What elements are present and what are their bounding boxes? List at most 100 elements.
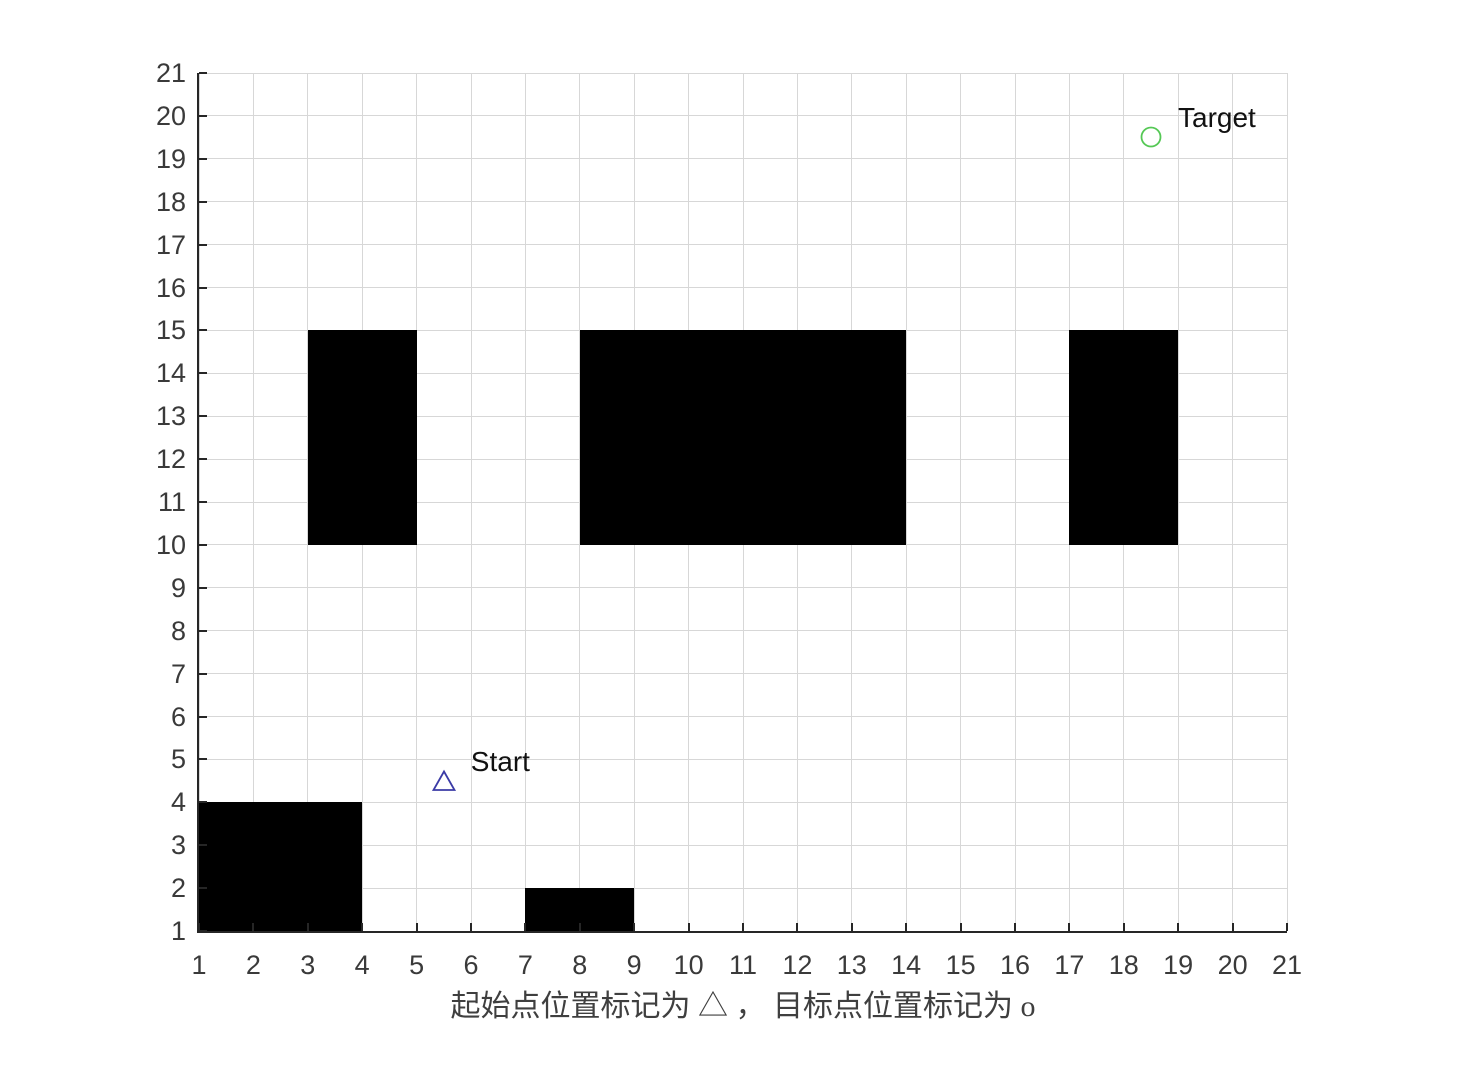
y-tick-mark bbox=[199, 243, 207, 246]
gridline-horizontal bbox=[199, 716, 1287, 717]
target-label: Target bbox=[1178, 102, 1256, 134]
gridline-horizontal bbox=[199, 201, 1287, 203]
start-triangle-icon bbox=[431, 769, 456, 791]
x-tick-mark bbox=[470, 923, 472, 931]
y-tick-mark bbox=[199, 758, 207, 761]
y-tick-label: 2 bbox=[170, 873, 186, 904]
y-tick-label: 4 bbox=[170, 787, 186, 818]
y-tick-mark bbox=[199, 458, 207, 461]
y-tick-mark bbox=[199, 887, 207, 890]
y-tick-mark bbox=[199, 372, 207, 375]
y-axis-line bbox=[197, 73, 199, 933]
x-tick-label: 15 bbox=[945, 950, 976, 980]
x-tick-mark bbox=[742, 923, 744, 931]
y-tick-mark bbox=[199, 629, 207, 632]
x-tick-label: 10 bbox=[673, 950, 704, 980]
start-marker bbox=[431, 768, 457, 794]
y-tick-label: 9 bbox=[170, 572, 186, 603]
x-tick-label: 13 bbox=[836, 950, 867, 980]
y-tick-mark bbox=[199, 715, 207, 718]
y-tick-label: 8 bbox=[170, 615, 186, 646]
y-tick-label: 17 bbox=[155, 229, 186, 260]
y-tick-mark bbox=[199, 543, 207, 546]
x-tick-mark bbox=[252, 923, 255, 931]
x-tick-mark bbox=[959, 923, 962, 931]
y-tick-mark bbox=[199, 672, 207, 675]
x-tick-mark bbox=[1122, 923, 1125, 931]
y-tick-mark bbox=[199, 114, 207, 117]
y-tick-label: 20 bbox=[155, 100, 186, 131]
x-tick-label: 8 bbox=[572, 950, 588, 980]
y-tick-label: 5 bbox=[170, 744, 186, 775]
x-tick-mark bbox=[1177, 923, 1180, 931]
x-tick-mark bbox=[361, 923, 364, 931]
y-tick-mark bbox=[199, 157, 207, 160]
y-tick-label: 7 bbox=[170, 658, 186, 689]
x-tick-label: 18 bbox=[1108, 950, 1139, 980]
x-tick-mark bbox=[633, 923, 636, 931]
x-tick-mark bbox=[1286, 923, 1288, 931]
gridline-horizontal bbox=[199, 673, 1287, 675]
x-tick-mark bbox=[306, 923, 309, 931]
x-tick-label: 20 bbox=[1217, 950, 1248, 980]
x-axis-line bbox=[197, 931, 1287, 933]
y-tick-mark bbox=[199, 930, 207, 932]
y-tick-mark bbox=[199, 200, 207, 203]
x-tick-mark bbox=[796, 923, 799, 931]
y-tick-mark bbox=[199, 286, 207, 289]
y-tick-label: 21 bbox=[155, 58, 186, 88]
gridline-horizontal bbox=[199, 630, 1287, 632]
y-tick-label: 16 bbox=[155, 272, 186, 303]
gridline-horizontal bbox=[199, 758, 1287, 760]
y-tick-label: 3 bbox=[170, 830, 186, 861]
y-tick-mark bbox=[199, 586, 207, 589]
x-tick-mark bbox=[687, 923, 690, 931]
target-circle-icon bbox=[1140, 126, 1162, 148]
x-tick-mark bbox=[905, 923, 908, 931]
y-tick-mark bbox=[199, 329, 207, 332]
gridline-horizontal bbox=[199, 115, 1287, 117]
y-tick-label: 14 bbox=[155, 358, 186, 389]
gridline-vertical bbox=[1286, 73, 1288, 931]
x-tick-mark bbox=[524, 923, 527, 931]
gridline-horizontal bbox=[199, 244, 1287, 246]
caption: 起始点位置标记为 △ ， 目标点位置标记为 o bbox=[450, 990, 1036, 1023]
gridline-horizontal bbox=[199, 158, 1287, 160]
x-tick-mark bbox=[415, 923, 418, 931]
y-tick-label: 6 bbox=[170, 701, 186, 732]
y-tick-label: 13 bbox=[155, 401, 186, 432]
x-tick-label: 17 bbox=[1054, 950, 1085, 980]
x-tick-label: 3 bbox=[300, 950, 316, 980]
obstacle-block bbox=[199, 802, 363, 931]
x-tick-mark bbox=[198, 923, 200, 931]
x-tick-label: 2 bbox=[245, 950, 261, 980]
x-tick-label: 19 bbox=[1163, 950, 1194, 980]
gridline-horizontal bbox=[199, 287, 1287, 288]
obstacle-block bbox=[579, 330, 907, 545]
x-tick-mark bbox=[850, 923, 853, 931]
x-tick-label: 11 bbox=[728, 950, 758, 980]
y-tick-label: 18 bbox=[155, 186, 186, 217]
y-tick-mark bbox=[199, 72, 207, 74]
y-tick-mark bbox=[199, 801, 207, 804]
obstacle-block bbox=[307, 330, 417, 545]
x-tick-label: 9 bbox=[626, 950, 642, 980]
y-tick-label: 19 bbox=[155, 143, 186, 174]
y-tick-label: 1 bbox=[170, 916, 186, 946]
x-tick-mark bbox=[1231, 923, 1234, 931]
start-label: Start bbox=[470, 745, 530, 777]
x-tick-label: 16 bbox=[999, 950, 1031, 980]
x-tick-label: 6 bbox=[463, 950, 479, 980]
gridline-horizontal bbox=[199, 844, 1287, 846]
target-marker bbox=[1138, 124, 1164, 150]
obstacle-block bbox=[1069, 330, 1179, 545]
y-tick-mark bbox=[199, 844, 207, 847]
x-tick-label: 21 bbox=[1271, 950, 1303, 980]
gridline-horizontal bbox=[199, 72, 1287, 74]
y-tick-label: 11 bbox=[157, 487, 186, 517]
x-tick-label: 1 bbox=[191, 950, 207, 980]
x-tick-label: 5 bbox=[409, 950, 425, 980]
y-tick-mark bbox=[199, 415, 207, 418]
